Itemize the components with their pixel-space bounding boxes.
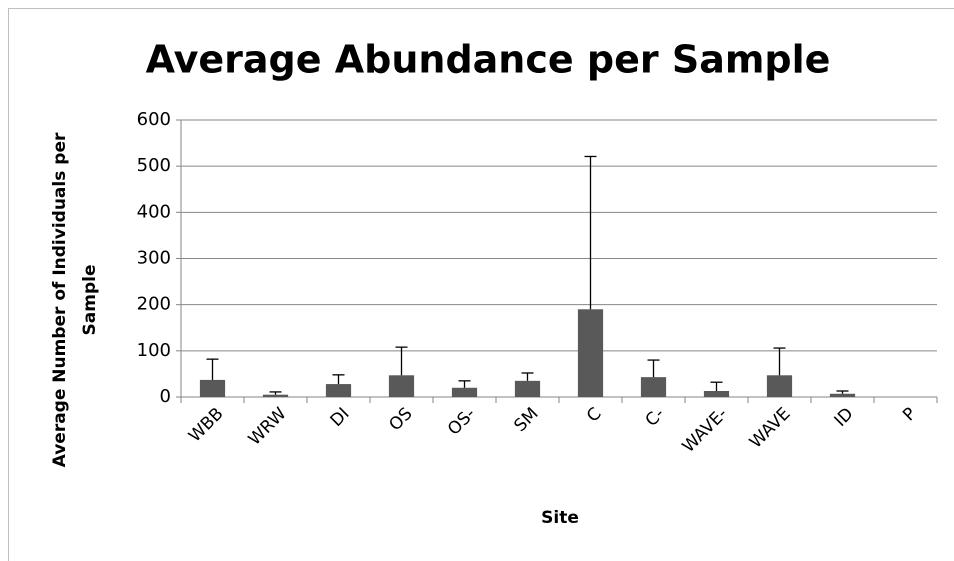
- x-tick-label: C: [583, 404, 606, 427]
- chart-frame: [8, 8, 954, 561]
- bar: [262, 394, 289, 397]
- bar: [451, 387, 478, 397]
- y-tick-label: 500: [137, 155, 171, 176]
- y-tick-label: 200: [137, 294, 171, 315]
- error-bar: [836, 390, 849, 394]
- x-tick-label: WRW: [245, 404, 291, 450]
- x-tick-label: SM: [510, 404, 542, 436]
- y-tick-label: 300: [137, 248, 171, 269]
- bar: [766, 375, 793, 397]
- error-bar: [521, 372, 534, 381]
- bar: [577, 309, 604, 397]
- bar: [829, 393, 856, 397]
- x-tick-label: OS: [385, 404, 416, 435]
- error-bar: [332, 374, 345, 385]
- x-tick-label: ID: [831, 404, 858, 431]
- y-tick-label: 600: [137, 109, 171, 130]
- error-bar: [395, 346, 408, 376]
- bar: [388, 375, 415, 397]
- chart-title: Average Abundance per Sample: [146, 38, 831, 82]
- y-axis-title-line: Sample: [80, 265, 100, 336]
- bar: [199, 379, 226, 397]
- bar: [703, 390, 730, 397]
- error-bar: [584, 155, 597, 310]
- bar: [640, 377, 667, 397]
- error-bar: [710, 381, 723, 391]
- error-bar: [458, 380, 471, 388]
- x-tick-label: OS-: [444, 404, 480, 440]
- error-bar: [773, 347, 786, 376]
- bar: [325, 384, 352, 397]
- y-tick-label: 400: [137, 201, 171, 222]
- y-axis-title-line: Average Number of Individuals per: [50, 132, 70, 467]
- error-bar: [647, 359, 660, 378]
- error-bar: [269, 391, 282, 395]
- x-tick-label: WBB: [185, 404, 228, 447]
- error-bar: [206, 358, 219, 380]
- x-tick-label: C-: [642, 404, 669, 431]
- bar: [514, 380, 541, 397]
- x-tick-label: WAVE-: [679, 404, 732, 457]
- x-tick-label: WAVE: [746, 404, 795, 453]
- y-axis-title: Average Number of Individuals per Sample: [50, 132, 100, 467]
- y-tick-label: 100: [137, 340, 171, 361]
- x-tick-label: P: [899, 404, 920, 425]
- x-tick-label: DI: [327, 404, 354, 431]
- x-axis-title: Site: [541, 508, 579, 528]
- y-tick-label: 0: [160, 386, 171, 407]
